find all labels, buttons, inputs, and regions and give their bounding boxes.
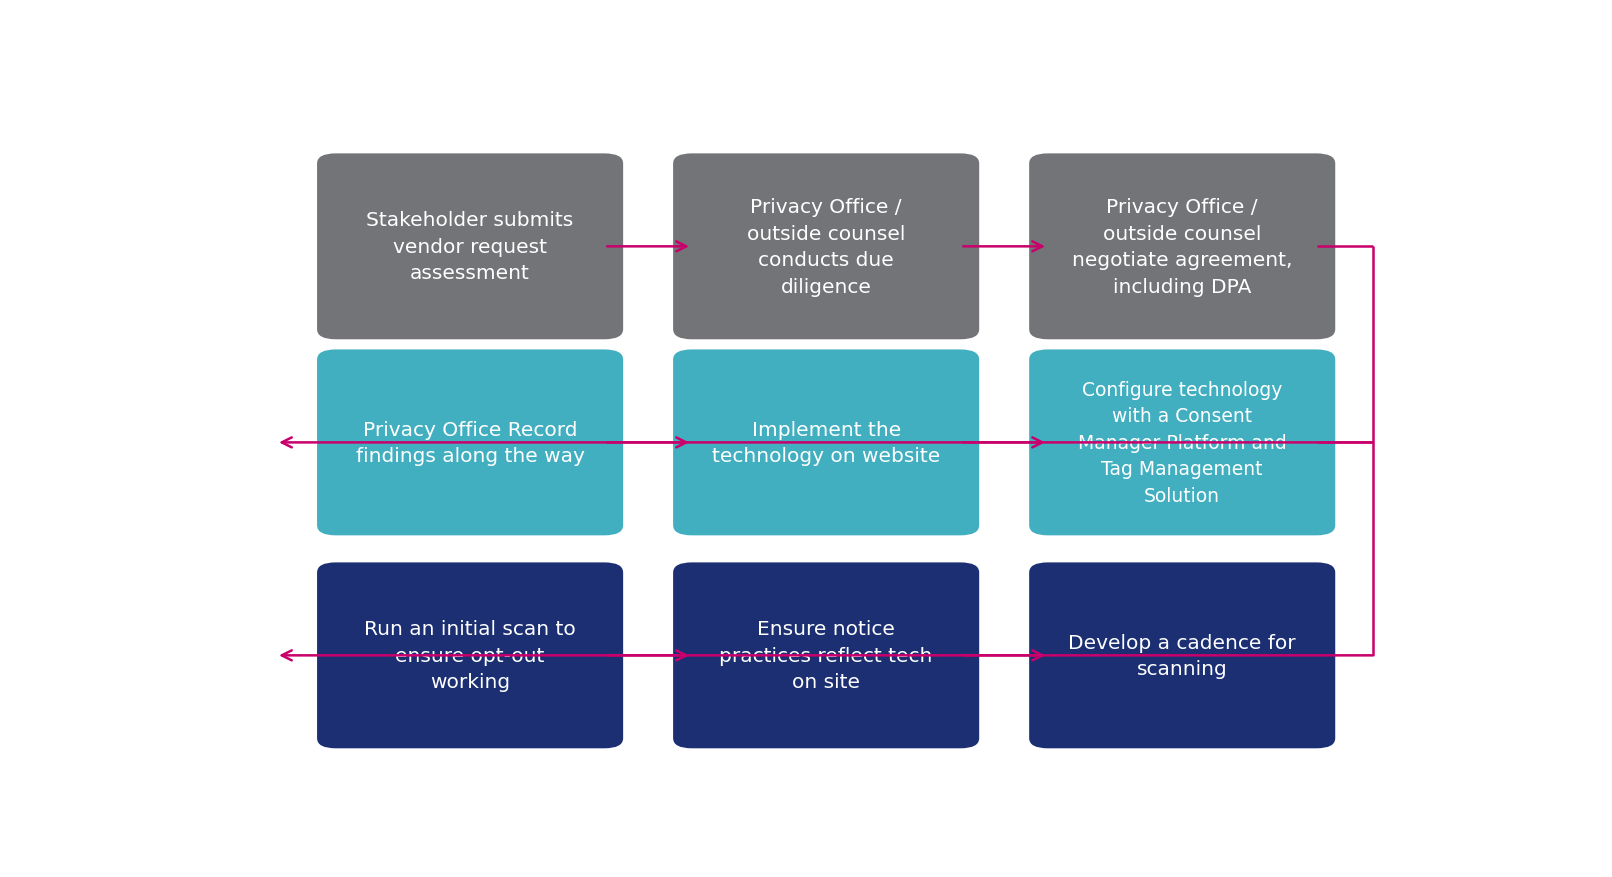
Text: Configure technology
with a Consent
Manager Platform and
Tag Management
Solution: Configure technology with a Consent Mana…	[1078, 381, 1286, 505]
Text: Ensure notice
practices reflect tech
on site: Ensure notice practices reflect tech on …	[719, 620, 933, 692]
Text: Develop a cadence for
scanning: Develop a cadence for scanning	[1069, 633, 1296, 678]
FancyBboxPatch shape	[1028, 563, 1335, 748]
FancyBboxPatch shape	[674, 563, 978, 748]
Text: Implement the
technology on website: Implement the technology on website	[713, 420, 940, 466]
FancyBboxPatch shape	[318, 154, 624, 340]
FancyBboxPatch shape	[1028, 350, 1335, 536]
Text: Run an initial scan to
ensure opt-out
working: Run an initial scan to ensure opt-out wo…	[364, 620, 575, 692]
FancyBboxPatch shape	[674, 154, 978, 340]
Text: Privacy Office /
outside counsel
negotiate agreement,
including DPA: Privacy Office / outside counsel negotia…	[1072, 198, 1293, 296]
FancyBboxPatch shape	[674, 350, 978, 536]
FancyBboxPatch shape	[318, 563, 624, 748]
Text: Privacy Office Record
findings along the way: Privacy Office Record findings along the…	[356, 420, 585, 466]
Text: Privacy Office /
outside counsel
conducts due
diligence: Privacy Office / outside counsel conduct…	[746, 198, 906, 296]
Text: Stakeholder submits
vendor request
assessment: Stakeholder submits vendor request asses…	[366, 211, 574, 283]
FancyBboxPatch shape	[1028, 154, 1335, 340]
FancyBboxPatch shape	[318, 350, 624, 536]
